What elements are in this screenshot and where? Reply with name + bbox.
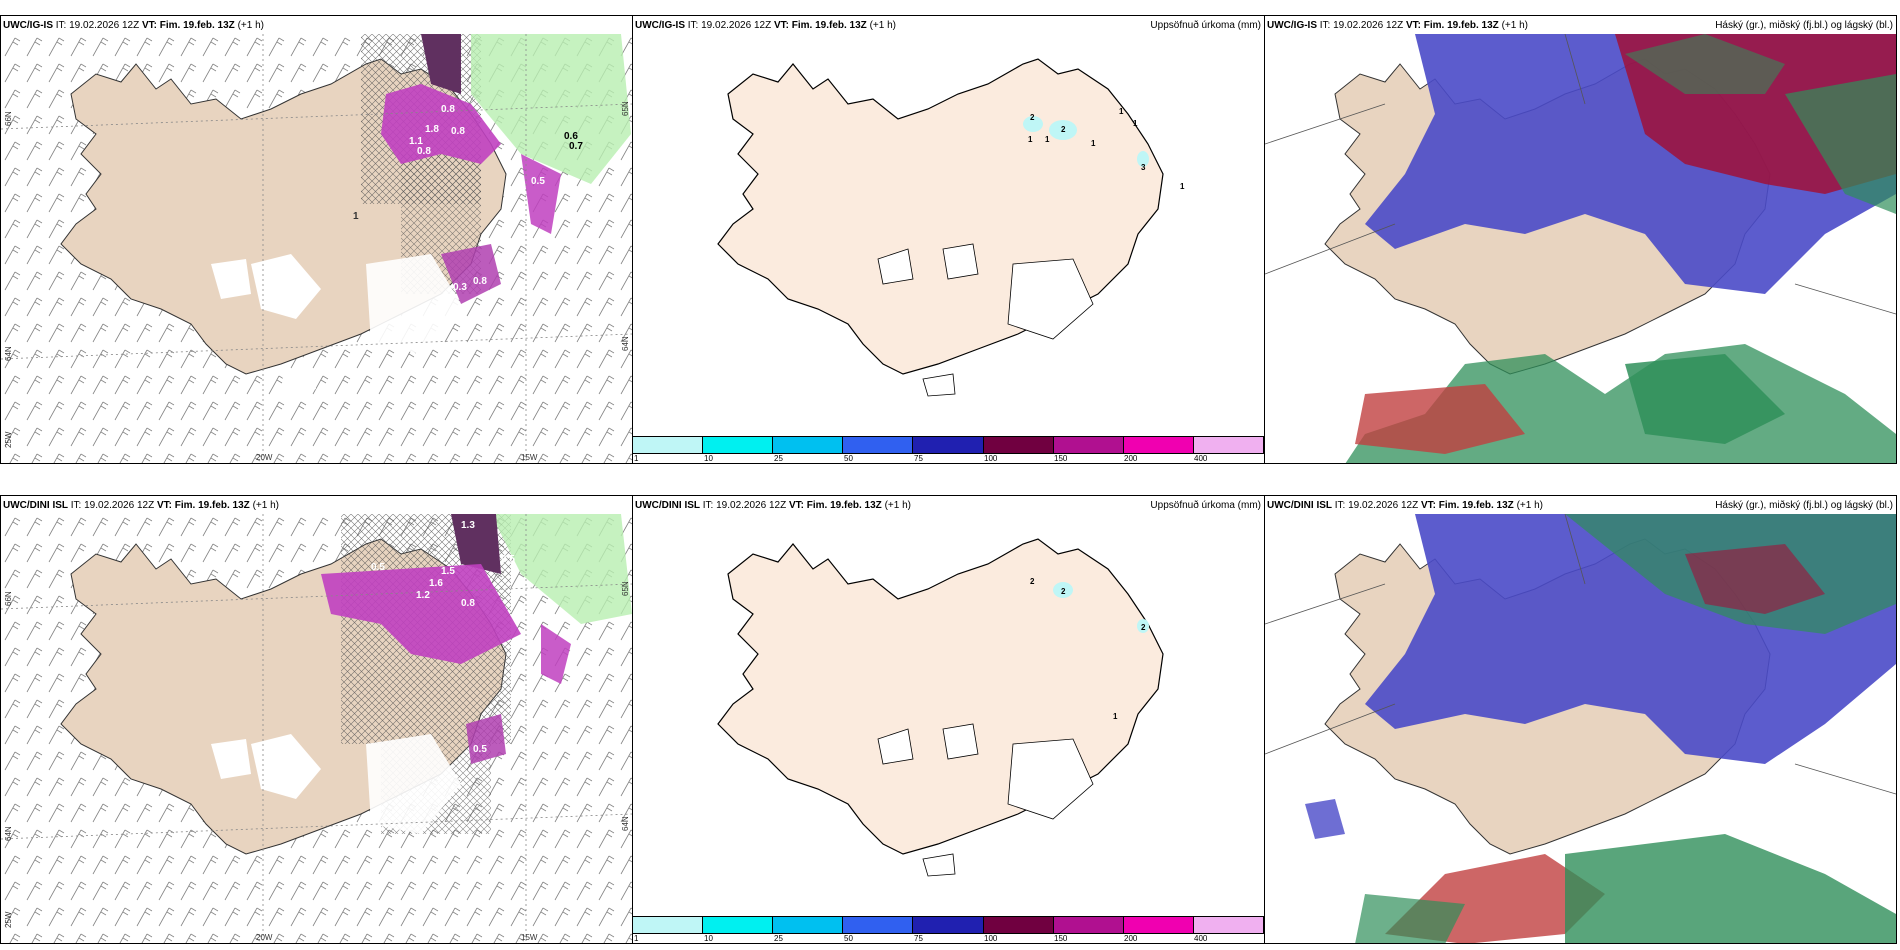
precip-label: 0.8 xyxy=(461,598,475,609)
map-panel-wind-precip-bottom: UWC/DINI ISL IT: 19.02.2026 12Z VT: Fim.… xyxy=(0,495,633,944)
acc-label: 1 xyxy=(1180,182,1185,191)
lat-label: 66N xyxy=(4,591,13,606)
precip-label: 1.5 xyxy=(441,566,455,577)
precip-label: 0.5 xyxy=(371,562,385,573)
lat-label: 65N xyxy=(621,581,630,596)
acc-label: 2 xyxy=(1030,113,1035,122)
map-panel-wind-precip-top: UWC/IG-IS IT: 19.02.2026 12Z VT: Fim. 19… xyxy=(0,15,633,464)
acc-label: 2 xyxy=(1030,577,1035,586)
map-panel-acc-precip-bottom: UWC/DINI ISL IT: 19.02.2026 12Z VT: Fim.… xyxy=(632,495,1265,944)
colorbar-swatch xyxy=(633,917,704,933)
colorbar-swatch xyxy=(843,917,914,933)
colorbar-swatch xyxy=(1053,437,1124,453)
precip-label: 0.5 xyxy=(501,554,515,565)
wind-precip-map: 1.3 1.6 1.2 0.8 0.5 0.5 1.5 0.5 xyxy=(1,514,632,943)
lat-label: 64N xyxy=(4,346,13,361)
precip-label: 1.2 xyxy=(416,590,430,601)
panel-title: UWC/IG-IS IT: 19.02.2026 12Z VT: Fim. 19… xyxy=(3,20,264,31)
precip-label: 0.8 xyxy=(441,104,455,115)
lat-label: 64N xyxy=(621,816,630,831)
colorbar-swatch xyxy=(703,437,774,453)
panel-title: UWC/IG-IS IT: 19.02.2026 12Z VT: Fim. 19… xyxy=(1267,20,1528,31)
precip-label: 0.8 xyxy=(451,126,465,137)
colorbar xyxy=(633,436,1264,454)
map-panel-acc-precip-top: UWC/IG-IS IT: 19.02.2026 12Z VT: Fim. 19… xyxy=(632,15,1265,464)
colorbar-swatch xyxy=(703,917,774,933)
lon-label: 20W xyxy=(256,933,273,942)
acc-label: 2 xyxy=(1061,587,1066,596)
precip-label: 1.8 xyxy=(425,124,439,135)
panel-title: UWC/DINI ISL IT: 19.02.2026 12Z VT: Fim.… xyxy=(1267,500,1543,511)
acc-precip-map: 2 2 1 1 1 1 1 3 1 xyxy=(717,58,1185,397)
lat-label: 64N xyxy=(621,336,630,351)
lat-label: 64N xyxy=(4,826,13,841)
panel-title: UWC/DINI ISL IT: 19.02.2026 12Z VT: Fim.… xyxy=(635,500,911,511)
colorbar-swatch xyxy=(633,437,704,453)
acc-label: 1 xyxy=(1113,712,1118,721)
lon-label: 15W xyxy=(521,933,538,942)
panel-subtitle: Uppsöfnuð úrkoma (mm) xyxy=(1150,20,1261,31)
colorbar-swatch xyxy=(773,917,844,933)
acc-label: 1 xyxy=(1133,119,1138,128)
colorbar-labels: 1 10 25 50 75 100 150 200 400 xyxy=(634,934,1208,943)
colorbar-swatch xyxy=(913,437,984,453)
colorbar-swatch xyxy=(983,917,1054,933)
lon-label: 20W xyxy=(256,453,273,462)
colorbar-swatch xyxy=(913,917,984,933)
colorbar-swatch xyxy=(1123,917,1194,933)
map-panel-clouds-top: UWC/IG-IS IT: 19.02.2026 12Z VT: Fim. 19… xyxy=(1264,15,1897,464)
precip-label: 0.8 xyxy=(473,276,487,287)
precip-label: 0.5 xyxy=(531,176,545,187)
colorbar-labels: 1 10 25 50 75 100 150 200 400 xyxy=(634,454,1208,463)
colorbar-swatch xyxy=(1193,917,1264,933)
precip-label: 1.6 xyxy=(429,578,443,589)
cloud-map xyxy=(1265,514,1896,943)
panel-title: UWC/DINI ISL IT: 19.02.2026 12Z VT: Fim.… xyxy=(3,500,279,511)
colorbar xyxy=(633,916,1264,934)
precip-label: 1.3 xyxy=(461,520,475,531)
map-panel-clouds-bottom: UWC/DINI ISL IT: 19.02.2026 12Z VT: Fim.… xyxy=(1264,495,1897,944)
precip-label: 1 xyxy=(353,211,359,222)
precip-label: 0.3 xyxy=(453,282,467,293)
panel-subtitle: Háský (gr.), miðský (fj.bl.) og lágský (… xyxy=(1715,20,1893,31)
colorbar-swatch xyxy=(773,437,844,453)
panel-subtitle: Háský (gr.), miðský (fj.bl.) og lágský (… xyxy=(1715,500,1893,511)
acc-precip-map: 2 2 2 1 xyxy=(717,538,1164,877)
acc-label: 1 xyxy=(1119,107,1124,116)
colorbar-swatch xyxy=(983,437,1054,453)
cloud-map xyxy=(1265,34,1896,463)
panel-subtitle: Uppsöfnuð úrkoma (mm) xyxy=(1150,500,1261,511)
colorbar-swatch xyxy=(1053,917,1124,933)
acc-label: 2 xyxy=(1061,125,1066,134)
precip-label: 0.7 xyxy=(569,141,583,152)
acc-label: 2 xyxy=(1141,623,1146,632)
panel-title: UWC/IG-IS IT: 19.02.2026 12Z VT: Fim. 19… xyxy=(635,20,896,31)
wind-precip-map: 0.8 1.1 1.8 0.8 1 0.8 0.6 0.7 0.3 0.8 0.… xyxy=(1,34,632,463)
colorbar-swatch xyxy=(1193,437,1264,453)
lat-label: 66N xyxy=(4,111,13,126)
precip-label: 1.1 xyxy=(409,136,423,147)
colorbar-swatch xyxy=(1123,437,1194,453)
acc-label: 1 xyxy=(1028,135,1033,144)
acc-label: 1 xyxy=(1091,139,1096,148)
precip-label: 0.5 xyxy=(473,744,487,755)
lon-label: 25W xyxy=(4,431,13,448)
colorbar-swatch xyxy=(843,437,914,453)
precip-label: 0.6 xyxy=(564,131,578,142)
lat-label: 65N xyxy=(621,101,630,116)
lon-label: 25W xyxy=(4,911,13,928)
acc-label: 3 xyxy=(1141,163,1146,172)
precip-label: 0.8 xyxy=(417,146,431,157)
acc-label: 1 xyxy=(1045,135,1050,144)
lon-label: 15W xyxy=(521,453,538,462)
